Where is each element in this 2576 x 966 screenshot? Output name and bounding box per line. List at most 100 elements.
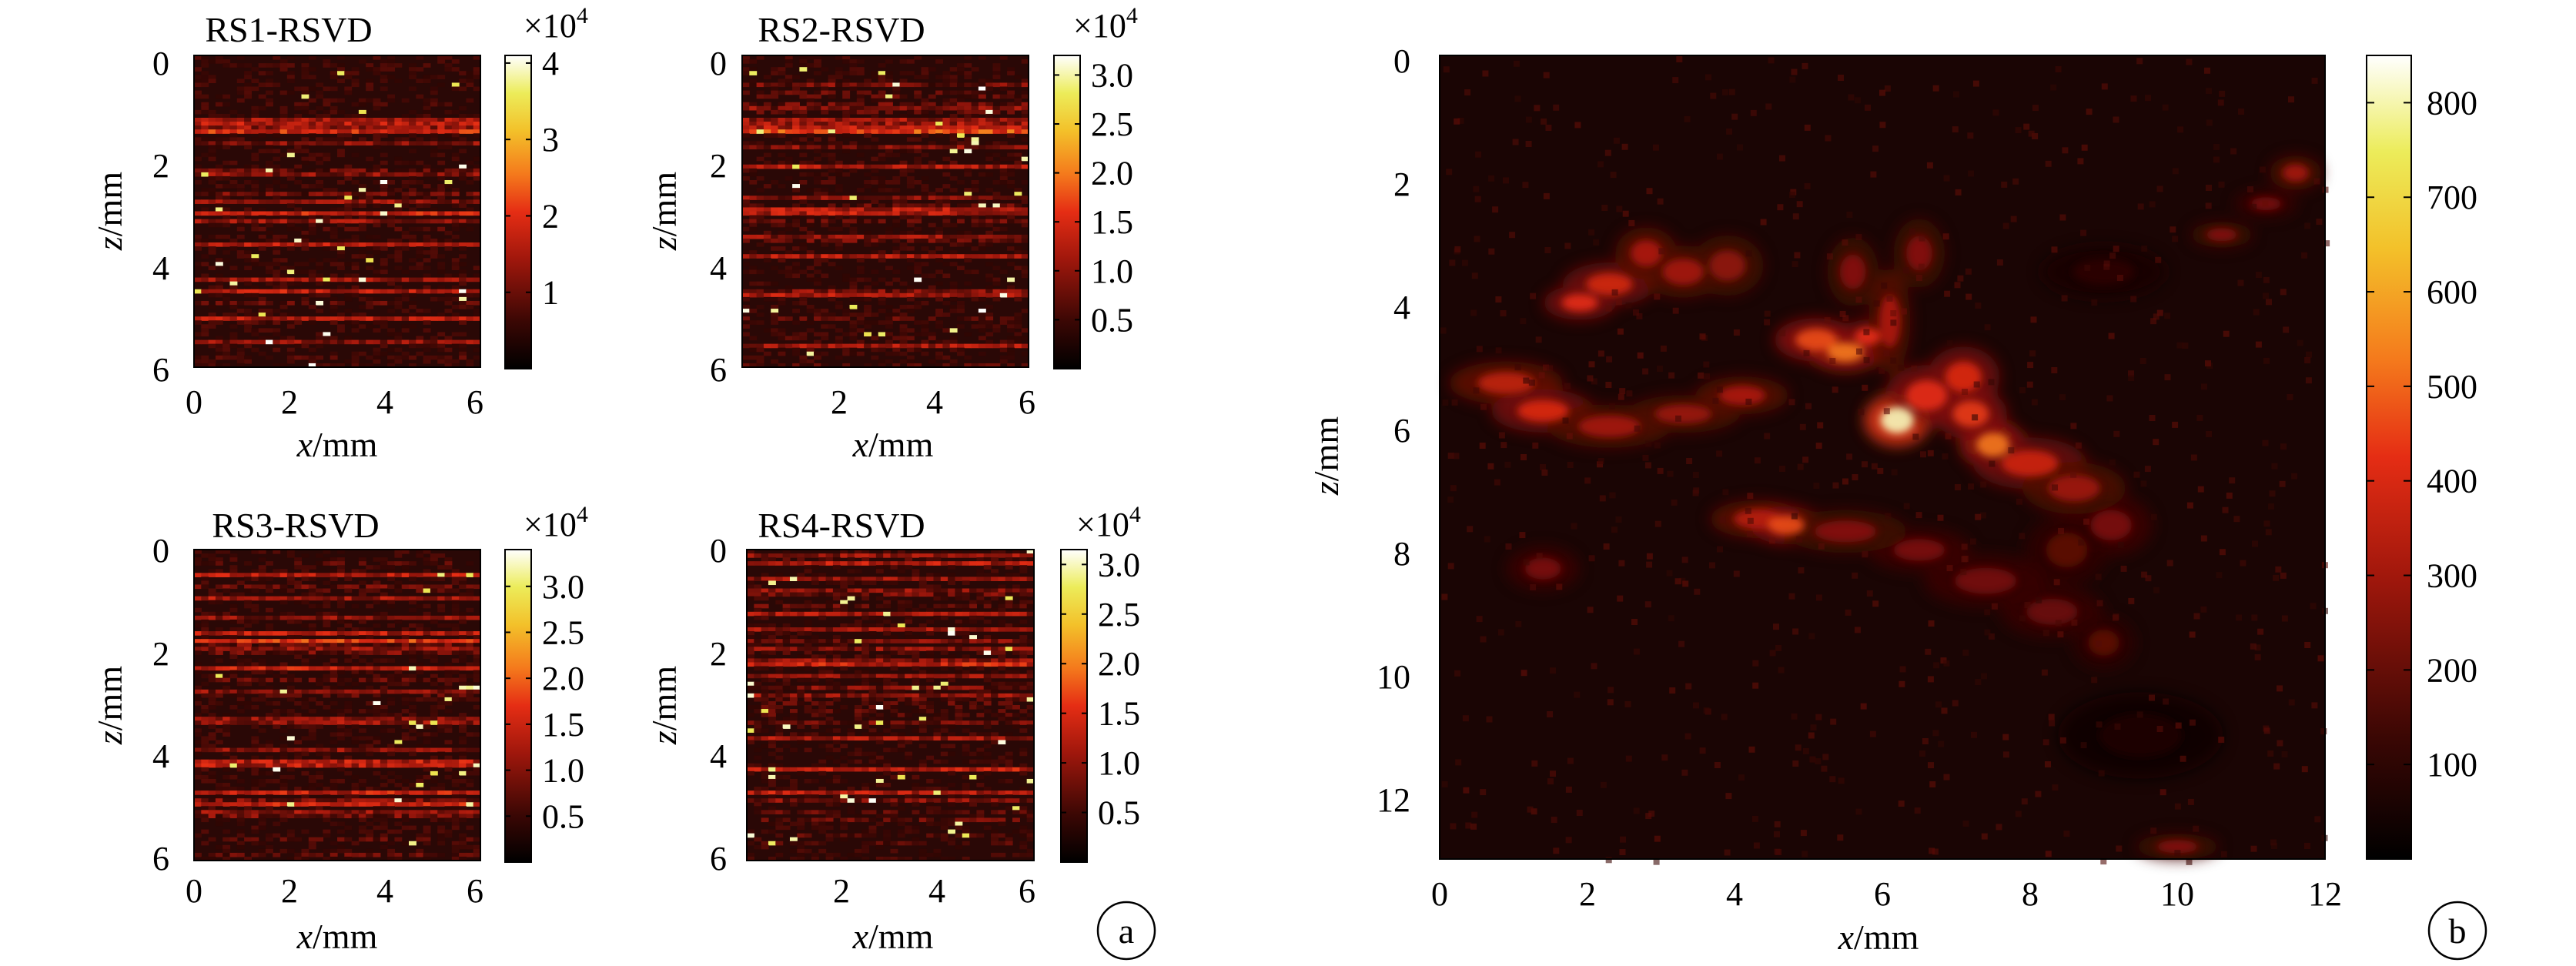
heatmap-cell: [806, 164, 815, 169]
heatmap-cell: [380, 75, 388, 79]
heatmap-cell: [279, 300, 288, 306]
heatmap-cell: [821, 192, 829, 196]
heatmap-cell: [344, 292, 353, 298]
heatmap-cell: [856, 90, 865, 95]
heatmap-cell: [401, 328, 410, 333]
heatmap-cell: [330, 674, 338, 679]
heatmap-cell: [222, 234, 231, 239]
heatmap-cell: [949, 207, 958, 212]
heatmap-cell: [459, 728, 467, 733]
heatmap-cell: [409, 180, 417, 185]
heatmap-cell: [323, 720, 331, 725]
heatmap-cell: [1007, 118, 1015, 122]
heatmap-cell: [194, 90, 202, 95]
heatmap-cell: [380, 199, 388, 204]
heatmap-cell: [330, 814, 338, 819]
heatmap-cell: [756, 94, 764, 99]
heatmap-cell: [416, 744, 424, 749]
heatmap-cell: [394, 122, 403, 126]
heatmap-cell: [330, 747, 338, 753]
heatmap-cell: [792, 113, 800, 119]
heatmap-cell: [323, 677, 331, 683]
heatmap-cell: [942, 254, 951, 259]
heatmap-cell: [749, 211, 758, 216]
heatmap-cell: [971, 188, 979, 192]
heatmap-cell: [266, 172, 273, 177]
heatmap-cell: [771, 207, 779, 212]
heatmap-cell: [828, 152, 836, 158]
heatmap-cell: [792, 86, 800, 92]
heatmap-cell: [337, 596, 345, 601]
heatmap-cell: [928, 343, 936, 349]
heatmap-cell: [466, 207, 474, 212]
heatmap-cell: [785, 141, 793, 146]
heatmap-cell: [279, 666, 288, 671]
heatmap-cell: [215, 550, 223, 554]
heatmap-cell: [799, 234, 808, 239]
heatmap-cell: [1021, 351, 1029, 356]
heatmap-cell: [366, 199, 374, 204]
heatmap-cell: [416, 211, 424, 216]
heatmap-cell: [763, 328, 771, 333]
heatmap-cell: [330, 258, 338, 262]
heatmap-cell: [366, 234, 374, 239]
heatmap-cell: [244, 359, 252, 364]
heatmap-cell: [792, 184, 800, 189]
heatmap-cell: [444, 336, 453, 341]
heatmap-cell: [394, 238, 403, 243]
heatmap-cell: [856, 98, 865, 103]
heatmap-cell: [258, 825, 266, 831]
heatmap-cell: [258, 277, 266, 282]
heatmap-cell: [251, 825, 259, 831]
heatmap-cell: [763, 211, 771, 216]
heatmap-cell: [806, 215, 815, 220]
heatmap-cell: [921, 234, 929, 239]
heatmap-cell: [466, 226, 474, 232]
heatmap-cell: [222, 666, 231, 671]
heatmap-cell: [771, 82, 779, 88]
heatmap-cell: [466, 316, 474, 321]
heatmap-cell: [194, 180, 202, 185]
heatmap-cell: [792, 300, 800, 306]
heatmap-cell: [201, 289, 209, 294]
heatmap-cell: [236, 647, 245, 651]
heatmap-cell: [409, 219, 417, 224]
heatmap-cell: [459, 717, 467, 721]
heatmap-cell: [459, 129, 467, 134]
heatmap-cell: [749, 254, 758, 259]
heatmap-cell: [229, 814, 238, 819]
heatmap-cell: [358, 188, 366, 192]
heatmap-cell: [742, 59, 750, 64]
heatmap-cell: [451, 658, 460, 663]
heatmap-cell: [849, 67, 858, 72]
heatmap-cell: [266, 561, 273, 566]
heatmap-cell: [756, 359, 764, 364]
heatmap-cell: [423, 573, 431, 577]
heatmap-cell: [1014, 320, 1022, 325]
heatmap-cell: [266, 98, 273, 103]
heatmap-cell: [387, 242, 395, 247]
heatmap-cell: [437, 584, 446, 590]
heatmap-cell: [878, 359, 886, 364]
heatmap-cell: [792, 109, 800, 115]
heatmap-cell: [236, 320, 245, 325]
heatmap-cell: [323, 631, 331, 636]
heatmap-cell: [316, 611, 323, 617]
heatmap-cell: [444, 724, 453, 729]
heatmap-cell: [799, 242, 808, 247]
heatmap-cell: [928, 316, 936, 321]
heatmap-cell: [273, 717, 281, 721]
heatmap-cell: [215, 347, 223, 353]
panel-title: RS1-RSVD: [205, 10, 372, 49]
heatmap-cell: [194, 363, 202, 368]
heatmap-cell: [286, 848, 295, 854]
heatmap-cell: [215, 817, 223, 823]
heatmap-cell: [856, 296, 865, 302]
heatmap-cell: [351, 141, 360, 146]
heatmap-cell: [423, 277, 431, 282]
heatmap-cell: [437, 693, 446, 698]
heatmap-cell: [323, 829, 331, 834]
heatmap-cell: [921, 152, 929, 158]
heatmap-cell: [330, 677, 338, 683]
heatmap-cell: [394, 199, 403, 204]
